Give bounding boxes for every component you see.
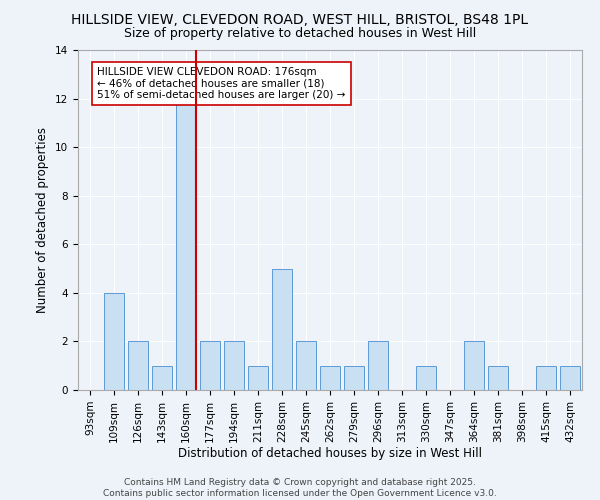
Bar <box>248 366 268 390</box>
Bar <box>152 366 172 390</box>
Text: Contains HM Land Registry data © Crown copyright and database right 2025.
Contai: Contains HM Land Registry data © Crown c… <box>103 478 497 498</box>
Bar <box>536 366 556 390</box>
Text: Size of property relative to detached houses in West Hill: Size of property relative to detached ho… <box>124 28 476 40</box>
Bar <box>368 342 388 390</box>
Bar <box>296 342 316 390</box>
Bar <box>320 366 340 390</box>
Bar <box>344 366 364 390</box>
Bar <box>560 366 580 390</box>
Text: HILLSIDE VIEW CLEVEDON ROAD: 176sqm
← 46% of detached houses are smaller (18)
51: HILLSIDE VIEW CLEVEDON ROAD: 176sqm ← 46… <box>97 67 346 100</box>
Y-axis label: Number of detached properties: Number of detached properties <box>37 127 49 313</box>
Bar <box>488 366 508 390</box>
Bar <box>128 342 148 390</box>
Bar <box>272 268 292 390</box>
Bar <box>104 293 124 390</box>
Bar <box>224 342 244 390</box>
Text: HILLSIDE VIEW, CLEVEDON ROAD, WEST HILL, BRISTOL, BS48 1PL: HILLSIDE VIEW, CLEVEDON ROAD, WEST HILL,… <box>71 12 529 26</box>
X-axis label: Distribution of detached houses by size in West Hill: Distribution of detached houses by size … <box>178 448 482 460</box>
Bar <box>464 342 484 390</box>
Bar <box>200 342 220 390</box>
Bar <box>176 98 196 390</box>
Bar <box>416 366 436 390</box>
